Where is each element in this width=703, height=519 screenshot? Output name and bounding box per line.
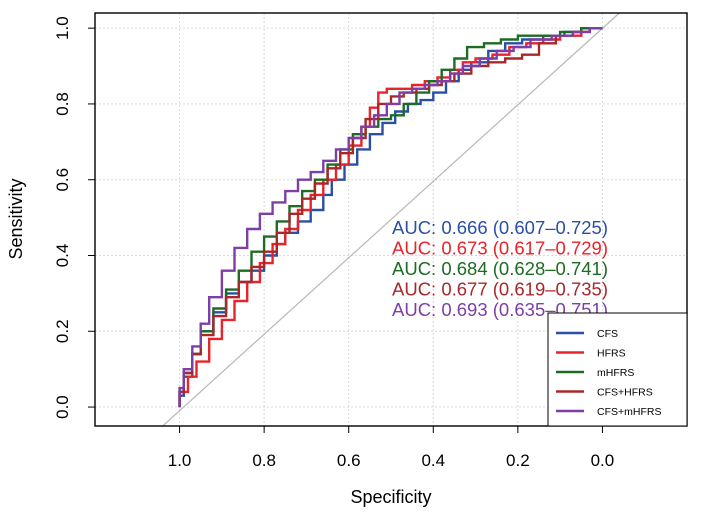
- legend-label: mHFRS: [597, 367, 634, 379]
- y-tick-label: 0.6: [53, 168, 72, 192]
- legend: CFS HFRS mHFRS CFS+HFRS CFS+mHFRS: [547, 312, 688, 427]
- roc-curves: [178, 27, 603, 408]
- auc-label-hfrs: AUC: 0.673 (0.617–0.729): [392, 238, 608, 259]
- roc-curve-cfs-plus-mhfrs: [178, 27, 603, 408]
- x-axis: 1.0 0.8 0.6 0.4 0.2 0.0: [168, 425, 615, 470]
- y-tick-label: 0.2: [53, 319, 72, 343]
- y-tick-label: 0.0: [53, 395, 72, 419]
- y-tick-label: 0.8: [53, 92, 72, 116]
- auc-label-cfs-plus-hfrs: AUC: 0.677 (0.619–0.735): [392, 279, 608, 300]
- y-axis-title: Sensitivity: [6, 178, 26, 259]
- y-tick-label: 0.4: [53, 244, 72, 268]
- x-tick-label: 0.8: [252, 451, 276, 470]
- legend-label: CFS+mHFRS: [597, 406, 661, 418]
- auc-label-cfs: AUC: 0.666 (0.607–0.725): [392, 217, 608, 238]
- legend-label: CFS+HFRS: [597, 387, 653, 399]
- legend-label: CFS: [597, 328, 618, 340]
- auc-label-mhfrs: AUC: 0.684 (0.628–0.741): [392, 258, 608, 279]
- x-tick-label: 0.6: [337, 451, 361, 470]
- x-axis-title: Specificity: [350, 487, 431, 507]
- y-tick-label: 1.0: [53, 16, 72, 40]
- reference-diagonal: [162, 12, 620, 427]
- roc-curve-cfs-plus-hfrs: [178, 27, 603, 408]
- x-tick-label: 0.4: [421, 451, 445, 470]
- legend-label: HFRS: [597, 348, 626, 360]
- x-tick-label: 1.0: [168, 451, 192, 470]
- y-axis: 0.0 0.2 0.4 0.6 0.8 1.0: [53, 16, 96, 419]
- auc-labels: AUC: 0.666 (0.607–0.725)AUC: 0.673 (0.61…: [392, 217, 608, 320]
- x-tick-label: 0.0: [591, 451, 615, 470]
- x-tick-label: 0.2: [506, 451, 530, 470]
